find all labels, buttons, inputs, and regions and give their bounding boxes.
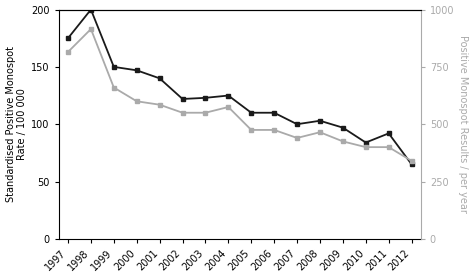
Y-axis label: Positive Monospot Results / per year: Positive Monospot Results / per year [458, 35, 468, 213]
Y-axis label: Standardised Positive Monospot
Rate / 100 000: Standardised Positive Monospot Rate / 10… [6, 46, 27, 202]
